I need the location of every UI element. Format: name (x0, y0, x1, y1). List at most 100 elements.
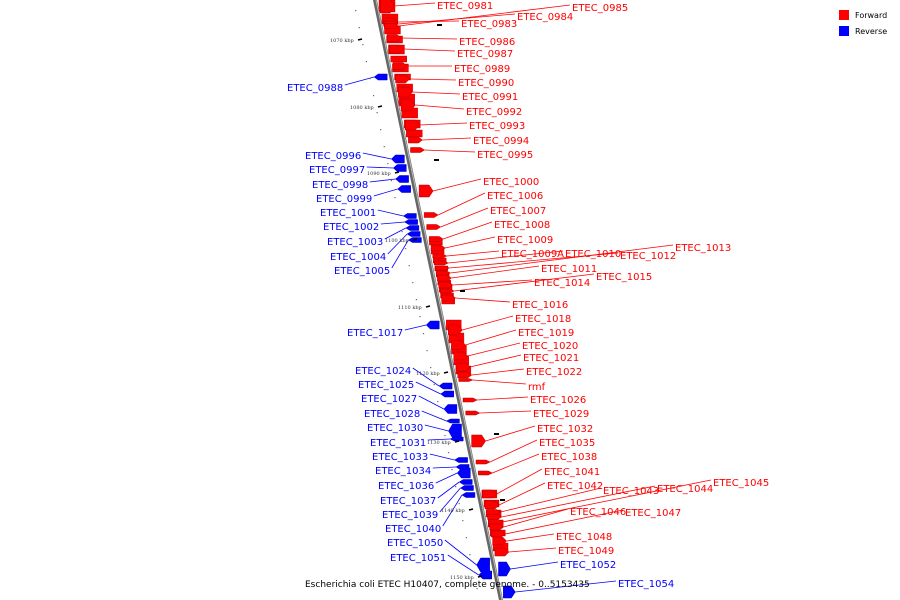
gene-feature-etec_1039[interactable] (460, 485, 474, 491)
gene-label-etec_1048[interactable]: ETEC_1048 (556, 532, 612, 543)
gene-label-etec_1001[interactable]: ETEC_1001 (320, 208, 376, 219)
gene-label-etec_1000[interactable]: ETEC_1000 (483, 177, 539, 188)
gene-feature-etec_1013[interactable] (436, 270, 451, 276)
gene-feature-etec_0996[interactable] (391, 154, 405, 164)
gene-feature-etec_1019[interactable] (451, 340, 466, 350)
gene-feature-etec_1038[interactable] (478, 470, 493, 476)
gene-label-etec_0986[interactable]: ETEC_0986 (459, 37, 515, 48)
gene-label-etec_0999[interactable]: ETEC_0999 (316, 194, 372, 205)
gene-feature-etec_1007[interactable] (426, 224, 442, 230)
gene-label-etec_1022[interactable]: ETEC_1022 (526, 367, 582, 378)
gene-feature-etec_1011[interactable] (437, 274, 452, 282)
gene-feature-etec_1025[interactable] (440, 390, 454, 398)
gene-feature-etec_1035[interactable] (475, 459, 491, 465)
gene-feature-etec_1046[interactable] (489, 523, 505, 531)
gene-feature-etec_0999[interactable] (397, 185, 411, 193)
gene-feature-etec_1052[interactable] (498, 561, 511, 577)
gene-label-etec_1034[interactable]: ETEC_1034 (375, 466, 431, 477)
gene-label-etec_1033[interactable]: ETEC_1033 (372, 452, 428, 463)
gene-label-etec_1015[interactable]: ETEC_1015 (596, 272, 652, 283)
gene-feature-etec_0986[interactable] (386, 34, 402, 42)
gene-label-etec_1019[interactable]: ETEC_1019 (518, 328, 574, 339)
gene-label-etec_0983[interactable]: ETEC_0983 (461, 19, 517, 30)
gene-feature-etec_1009a[interactable] (432, 253, 448, 259)
gene-label-etec_1029[interactable]: ETEC_1029 (533, 409, 589, 420)
gene-label-etec_1049[interactable]: ETEC_1049 (558, 546, 614, 557)
gene-label-etec_0981[interactable]: ETEC_0981 (437, 1, 493, 12)
gene-label-etec_1028[interactable]: ETEC_1028 (364, 409, 420, 420)
gene-label-etec_1016[interactable]: ETEC_1016 (512, 300, 568, 311)
gene-label-etec_1026[interactable]: ETEC_1026 (530, 395, 586, 406)
gene-feature-etec_1027[interactable] (443, 404, 458, 414)
gene-feature-etec_1026[interactable] (462, 397, 478, 403)
gene-label-etec_1035[interactable]: ETEC_1035 (539, 438, 595, 449)
gene-label-etec_1009[interactable]: ETEC_1009 (497, 235, 553, 246)
gene-label-etec_1027[interactable]: ETEC_1027 (361, 394, 417, 405)
gene-label-etec_0985[interactable]: ETEC_0985 (572, 3, 628, 14)
gene-label-etec_1008[interactable]: ETEC_1008 (494, 220, 550, 231)
gene-label-etec_1038[interactable]: ETEC_1038 (541, 452, 597, 463)
gene-label-etec_1039[interactable]: ETEC_1039 (382, 510, 438, 521)
gene-feature-etec_1033[interactable] (454, 457, 468, 463)
gene-label-etec_1037[interactable]: ETEC_1037 (380, 496, 436, 507)
gene-feature-etec_1036[interactable] (457, 467, 471, 479)
gene-feature-etec_1037[interactable] (458, 479, 473, 485)
gene-label-etec_1006[interactable]: ETEC_1006 (487, 191, 543, 202)
gene-label-etec_1003[interactable]: ETEC_1003 (327, 237, 383, 248)
gene-label-etec_1014[interactable]: ETEC_1014 (534, 278, 590, 289)
gene-label-etec_1021[interactable]: ETEC_1021 (523, 353, 579, 364)
gene-label-etec_1020[interactable]: ETEC_1020 (522, 341, 578, 352)
gene-feature-etec_1022[interactable] (457, 371, 473, 379)
gene-feature-etec_1047[interactable] (490, 530, 506, 538)
gene-feature-etec_1050[interactable] (476, 557, 490, 573)
gene-feature-etec_1009[interactable] (430, 244, 446, 252)
gene-label-etec_1044[interactable]: ETEC_1044 (657, 484, 713, 495)
gene-label-etec_1031[interactable]: ETEC_1031 (370, 438, 426, 449)
gene-feature-etec_0992[interactable] (400, 98, 416, 112)
gene-feature-etec_0985[interactable] (384, 23, 399, 29)
gene-feature-etec_1008[interactable] (428, 236, 444, 242)
gene-label-etec_0993[interactable]: ETEC_0993 (469, 121, 525, 132)
gene-label-etec_1012[interactable]: ETEC_1012 (620, 251, 676, 262)
gene-feature-etec_1031[interactable] (449, 436, 464, 442)
gene-feature-etec_1002[interactable] (404, 219, 418, 225)
gene-feature-etec_1018[interactable] (448, 324, 463, 336)
gene-feature-etec_1021[interactable] (455, 362, 471, 372)
gene-feature-etec_0998[interactable] (395, 175, 409, 183)
gene-feature-etec_0993[interactable] (405, 119, 420, 131)
gene-label-etec_1009a[interactable]: ETEC_1009A (501, 249, 564, 260)
gene-feature-etec_1030[interactable] (448, 423, 462, 439)
gene-feature-etec_0981[interactable] (380, 0, 395, 14)
gene-label-etec_0984[interactable]: ETEC_0984 (517, 12, 573, 23)
gene-label-etec_1007[interactable]: ETEC_1007 (490, 206, 546, 217)
gene-label-etec_1011[interactable]: ETEC_1011 (541, 264, 597, 275)
gene-feature-etec_1028[interactable] (445, 418, 460, 424)
gene-feature-etec_0990[interactable] (395, 74, 410, 84)
gene-label-etec_0996[interactable]: ETEC_0996 (305, 151, 361, 162)
gene-feature-etec_1048[interactable] (492, 536, 507, 546)
gene-feature-etec_1043[interactable] (486, 509, 501, 515)
gene-feature-etec_0988[interactable] (373, 73, 388, 81)
gene-feature-etec_1040[interactable] (461, 492, 476, 498)
gene-label-etec_1004[interactable]: ETEC_1004 (330, 252, 386, 263)
gene-label-etec_1041[interactable]: ETEC_1041 (544, 467, 600, 478)
gene-label-etec_1050[interactable]: ETEC_1050 (387, 538, 443, 549)
gene-label-etec_1047[interactable]: ETEC_1047 (625, 508, 681, 519)
gene-feature-etec_0991[interactable] (398, 86, 413, 98)
gene-label-etec_0995[interactable]: ETEC_0995 (477, 150, 533, 161)
gene-label-etec_1002[interactable]: ETEC_1002 (323, 222, 379, 233)
gene-feature-etec_1001[interactable] (402, 213, 417, 219)
gene-label-etec_1045[interactable]: ETEC_1045 (713, 478, 769, 489)
gene-label-etec_0991[interactable]: ETEC_0991 (462, 92, 518, 103)
gene-feature-etec_0989[interactable] (392, 62, 408, 70)
gene-feature-etec_1020[interactable] (453, 351, 469, 361)
gene-feature-etec_1042[interactable] (484, 500, 500, 510)
gene-label-etec_0997[interactable]: ETEC_0997 (309, 165, 365, 176)
gene-feature-etec_0995[interactable] (410, 147, 425, 153)
gene-feature-etec_1024[interactable] (438, 382, 453, 390)
gene-label-etec_1040[interactable]: ETEC_1040 (385, 524, 441, 535)
gene-feature-etec_1014[interactable] (438, 281, 454, 289)
gene-label-etec_1024[interactable]: ETEC_1024 (355, 366, 411, 377)
gene-feature-etec_1017[interactable] (425, 320, 440, 330)
gene-label-rmf[interactable]: rmf (528, 382, 546, 393)
